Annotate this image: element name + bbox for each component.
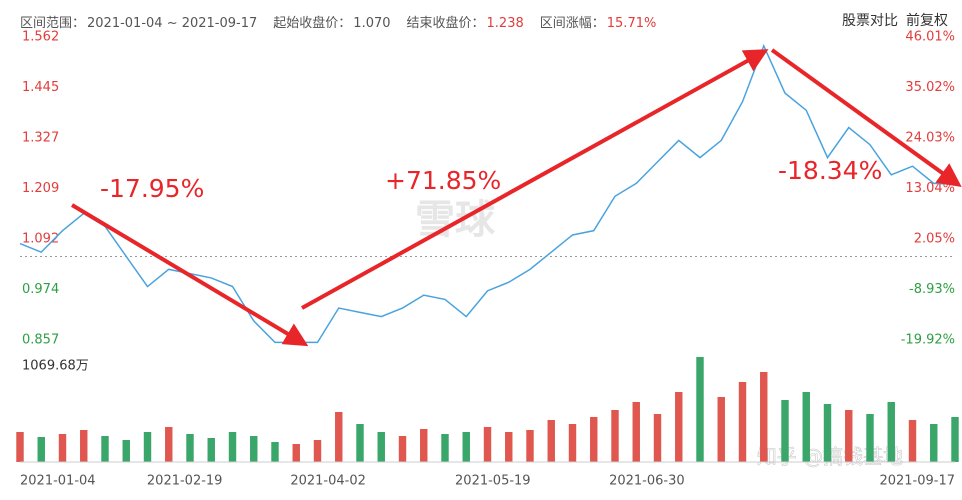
y2-tick-label: -19.92% [901,333,955,348]
volume-bar [930,423,938,462]
volume-bar [101,435,109,462]
y-tick-label: 1.327 [22,131,59,146]
volume-bar [228,431,237,462]
header-item: 结束收盘价： 1.238 [407,16,526,31]
y2-tick-label: 35.02% [905,80,955,95]
header-value: 15.71% [606,16,657,31]
y2-tick-label: 46.01% [905,30,955,45]
volume-bar [271,441,279,462]
y-tick-label: 1.562 [22,30,59,45]
watermark: 雪球 [415,197,496,243]
y2-tick-label: 2.05% [914,232,955,247]
volume-bar [632,401,640,462]
button[interactable]: 前复权 [906,13,948,29]
volume-bar [250,435,258,462]
volume-bar [462,431,470,462]
volume-bar [696,356,704,462]
annotation: +71.85% [385,166,501,195]
y-tick-label: 0.857 [22,333,59,348]
volume-bar [823,403,832,462]
volume-bar [653,413,662,462]
volume-bar [866,413,874,462]
volume-bar [845,409,853,462]
arrow [301,49,769,310]
volume-bar [335,411,343,462]
volume-bar [738,381,747,462]
arrow [770,48,962,188]
volume-bar [58,433,67,462]
x-tick-label: 2021-04-02 [290,474,366,489]
volume-bar [356,423,364,462]
volume-bar [186,433,194,462]
volume-bar [526,429,534,462]
annotation: -17.95% [100,174,204,203]
volume-bar [802,391,810,462]
volume-bar [16,431,24,462]
price-line [19,43,956,344]
volume-bar [547,419,555,462]
header-item: 区间范围： 2021-01-04 ~ 2021-09-17 [20,16,259,31]
volume-bar [483,426,492,462]
header-value: 1.070 [353,16,391,31]
volume-bar [887,401,895,462]
volume-bar [143,431,152,462]
y2-tick-label: 24.03% [905,131,955,146]
volume-bar [951,416,959,462]
volume-bar [313,439,322,462]
annotation: -18.34% [778,156,882,185]
x-tick-label: 2021-06-30 [609,474,685,489]
header-label: 结束收盘价： [406,16,485,31]
header-label: 区间涨幅： [539,16,605,31]
volume-bar [292,443,300,462]
volume-bar [781,399,789,462]
volume-bar [80,429,88,462]
volume-bar [207,437,215,462]
volume-bar [717,396,725,462]
x-tick-label: 2021-05-19 [455,474,531,489]
volume-bar [441,433,449,462]
y-tick-label: 0.974 [22,282,59,297]
volume-bar [611,409,619,462]
buttons: 股票对比 前复权 [834,10,948,30]
header-label: 区间范围： [20,16,86,31]
volume-bar [122,439,130,462]
volume-bar [505,431,513,462]
header-item: 起始收盘价： 1.070 [273,16,392,31]
volume-bar [420,428,428,462]
y2-tick-label: -8.93% [909,282,955,297]
volume-bar [568,423,577,462]
y-tick-label: 1.445 [22,80,59,95]
y-tick-label: 1.209 [22,181,59,196]
volume-bar [760,371,768,462]
volume-bar [37,436,45,462]
header-label: 起始收盘价： [273,16,352,31]
x-tick-label: 2021-09-17 [879,474,955,489]
header: 区间范围： 2021-01-04 ~ 2021-09-17 起始收盘价： 1.070 结… [20,12,672,31]
header-item: 区间涨幅： 15.71% [540,16,659,31]
button[interactable]: 股票对比 [842,13,898,29]
header-value: 1.238 [486,16,524,31]
header-value: 2021-01-04 ~ 2021-09-17 [87,16,258,31]
arrow [70,203,309,347]
x-tick-label: 2021-02-19 [147,474,223,489]
volume-bar [675,391,683,462]
volume-bar [398,435,407,462]
x-tick-label: 2021-01-04 [20,474,96,489]
volume-bar [590,416,598,462]
volume-bar [377,431,385,462]
volume-tick-label: 1069.68万 [22,359,89,374]
volume-bar [165,426,173,462]
volume-bar [908,419,917,462]
